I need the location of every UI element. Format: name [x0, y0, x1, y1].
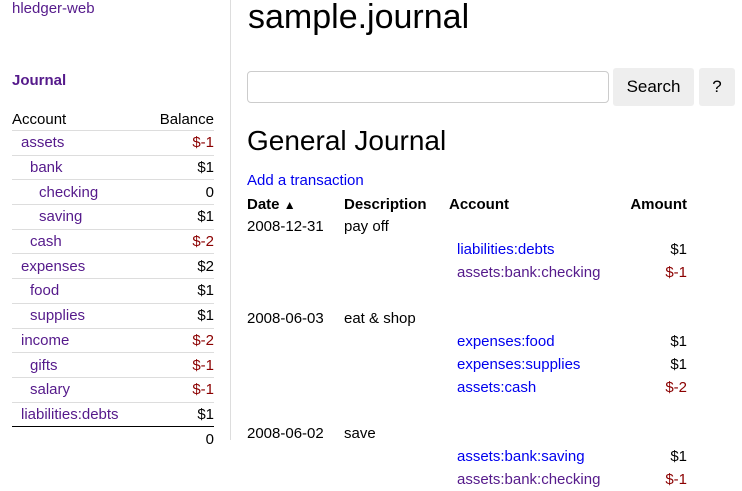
account-row: supplies $1: [12, 302, 214, 328]
posting-account-link[interactable]: assets:bank:checking: [457, 264, 601, 281]
account-link[interactable]: gifts: [30, 356, 58, 374]
transaction-row: 2008-06-02 save: [247, 422, 687, 445]
account-balance: $-2: [145, 228, 214, 254]
journal-link[interactable]: Journal: [12, 72, 67, 89]
add-transaction-link[interactable]: Add a transaction: [247, 172, 364, 189]
account-row: expenses $2: [12, 253, 214, 279]
balance-header: Balance: [159, 110, 214, 128]
total-balance: 0: [145, 426, 214, 451]
posting-amount: $1: [670, 333, 687, 350]
posting-amount: $-1: [665, 471, 687, 488]
account-link[interactable]: checking: [39, 183, 99, 201]
posting-row: assets:cash $-2: [247, 376, 687, 399]
transaction-description: pay off: [344, 218, 389, 235]
account-balance: 0: [145, 179, 214, 205]
posting-row: assets:bank:checking $-1: [247, 468, 687, 491]
posting-account-link[interactable]: assets:bank:checking: [457, 471, 601, 488]
posting-account-link[interactable]: expenses:food: [457, 333, 555, 350]
account-link[interactable]: income: [21, 331, 70, 349]
posting-amount: $1: [670, 448, 687, 465]
sidebar: hledger-web Journal Account Balance asset…: [0, 0, 231, 451]
account-row: income $-2: [12, 327, 214, 353]
description-header: Description: [344, 196, 427, 213]
account-link[interactable]: food: [30, 282, 60, 300]
brand-link[interactable]: hledger-web: [12, 0, 95, 17]
account-link[interactable]: saving: [39, 208, 83, 226]
accounts-table: Account Balance assets $-1 bank $1 checking 0 s…: [12, 108, 214, 451]
posting-amount: $1: [670, 241, 687, 258]
account-balance: $1: [145, 154, 214, 180]
account-balance: $1: [145, 278, 214, 304]
posting-account-link[interactable]: assets:cash: [457, 379, 537, 396]
account-row: saving $1: [12, 204, 214, 230]
account-balance: $1: [145, 204, 214, 230]
posting-row: assets:bank:checking $-1: [247, 261, 687, 284]
search-input[interactable]: [247, 71, 609, 103]
account-balance: $-2: [145, 327, 214, 353]
account-link[interactable]: liabilities:debts: [21, 405, 119, 423]
total-label: [12, 426, 146, 451]
posting-account-link[interactable]: expenses:supplies: [457, 356, 581, 373]
account-row: liabilities:debts $1: [12, 401, 214, 427]
posting-amount: $1: [670, 356, 687, 373]
posting-row: liabilities:debts $1: [247, 238, 687, 261]
search-button[interactable]: Search: [613, 68, 694, 106]
account-row: bank $1: [12, 154, 214, 180]
account-link[interactable]: supplies: [30, 307, 86, 325]
total-row: 0: [12, 426, 214, 451]
posting-row: assets:bank:saving $1: [247, 445, 687, 468]
transaction-date: 2008-06-02: [247, 425, 324, 442]
posting-amount: $-1: [665, 264, 687, 281]
transaction-description: eat & shop: [344, 310, 416, 327]
account-link[interactable]: assets: [21, 134, 65, 152]
date-header[interactable]: Date ▲: [247, 196, 296, 213]
transaction-description: save: [344, 425, 376, 442]
transaction-date: 2008-06-03: [247, 310, 324, 327]
account-row: cash $-2: [12, 228, 214, 254]
account-header: Account: [449, 196, 509, 213]
page-title: sample.journal: [248, 0, 470, 36]
amount-header: Amount: [630, 196, 687, 213]
account-row: salary $-1: [12, 376, 214, 403]
posting-row: expenses:supplies $1: [247, 353, 687, 376]
chevron-up-icon: ▲: [283, 198, 296, 212]
account-header: Account: [12, 110, 67, 128]
posting-row: expenses:food $1: [247, 330, 687, 353]
account-link[interactable]: bank: [30, 159, 63, 177]
account-row: gifts $-1: [12, 352, 214, 378]
transaction-row: 2008-12-31 pay off: [247, 215, 687, 238]
account-link[interactable]: salary: [30, 381, 71, 399]
account-balance: $2: [145, 253, 214, 279]
journal-table: Date ▲ Description Account Amount 2008-1…: [247, 194, 687, 491]
account-balance: $1: [145, 302, 214, 328]
account-link[interactable]: expenses: [21, 257, 86, 275]
account-balance: $-1: [145, 130, 214, 156]
account-row: food $1: [12, 278, 214, 304]
account-balance: $-1: [145, 376, 214, 403]
posting-amount: $-2: [665, 379, 687, 396]
account-row: assets $-1: [12, 130, 214, 156]
posting-account-link[interactable]: liabilities:debts: [457, 241, 555, 258]
account-balance: $-1: [145, 352, 214, 378]
transaction-row: 2008-06-03 eat & shop: [247, 307, 687, 330]
journal-heading: General Journal: [247, 125, 447, 156]
account-row: checking 0: [12, 179, 214, 205]
transaction-date: 2008-12-31: [247, 218, 324, 235]
account-balance: $1: [145, 401, 214, 427]
account-link[interactable]: cash: [30, 233, 62, 251]
posting-account-link[interactable]: assets:bank:saving: [457, 448, 585, 465]
help-button[interactable]: ?: [699, 68, 735, 106]
